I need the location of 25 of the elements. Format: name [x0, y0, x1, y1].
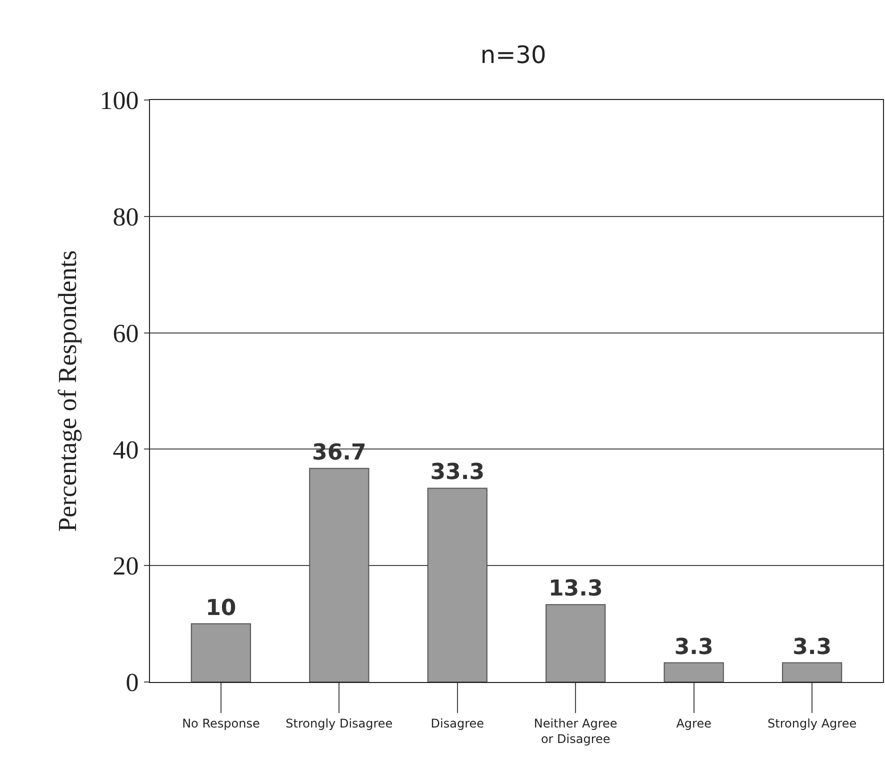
data-label: 13.3 — [548, 576, 603, 602]
x-tick-label: Disagree — [430, 716, 484, 730]
y-tick-label: 60 — [112, 318, 139, 348]
bar — [546, 604, 606, 682]
x-tick-label: No Response — [182, 716, 260, 730]
x-tick-label: Strongly Agree — [768, 716, 857, 730]
data-label: 10 — [206, 596, 236, 621]
data-label: 33.3 — [430, 460, 485, 486]
y-tick-label: 100 — [100, 86, 139, 116]
data-label: 3.3 — [674, 634, 714, 660]
bar — [309, 468, 370, 682]
data-label: 3.3 — [792, 634, 832, 660]
bar — [190, 623, 251, 682]
y-tick-label: 0 — [126, 668, 139, 698]
y-axis-title: Percentage of Respondents — [53, 250, 82, 532]
x-tick-label: Neither Agree or Disagree — [534, 716, 618, 746]
bar — [427, 488, 488, 682]
bar — [782, 662, 842, 682]
bar — [664, 662, 724, 682]
y-tick-label: 20 — [112, 552, 139, 581]
x-tick-label: Strongly Disagree — [286, 716, 393, 730]
y-tick-label: 40 — [112, 435, 139, 464]
y-tick-label: 80 — [112, 202, 139, 232]
x-tick-label: Agree — [676, 716, 712, 730]
chart-title: n=30 — [480, 40, 546, 69]
